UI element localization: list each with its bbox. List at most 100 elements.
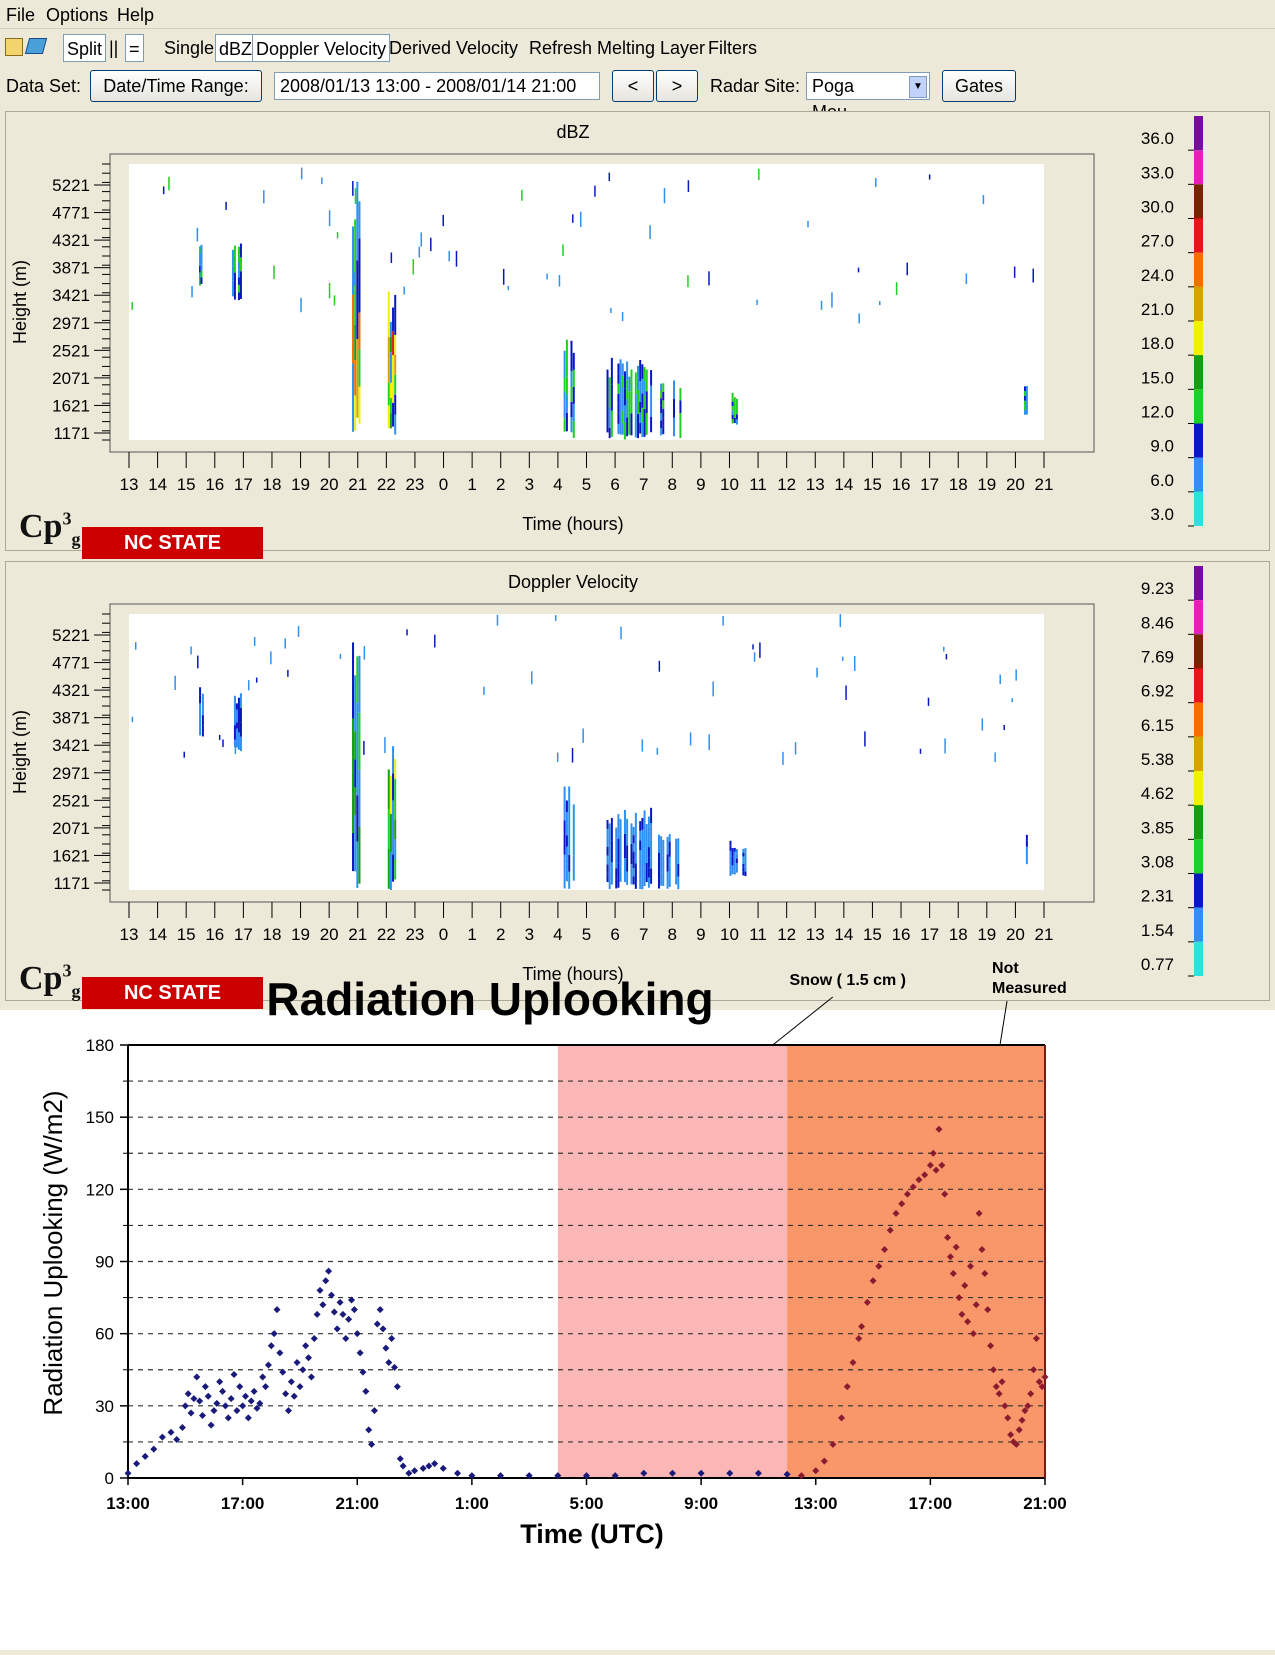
- radar-site-select[interactable]: Poga Mou... ▼: [806, 72, 930, 122]
- echo-speck: [162, 186, 165, 195]
- dbz-button[interactable]: dBZ: [215, 34, 257, 62]
- split-horizontal-button[interactable]: =: [125, 34, 144, 62]
- previous-button[interactable]: <: [612, 70, 654, 102]
- echo-cell: [568, 803, 571, 821]
- menu-help[interactable]: Help: [117, 5, 155, 25]
- echo-speck: [943, 646, 945, 652]
- x-tick-label: 20: [320, 475, 339, 494]
- echo-cell: [742, 860, 745, 865]
- echo-cell: [641, 853, 644, 866]
- open-icon[interactable]: [5, 38, 23, 56]
- data-point: [525, 1472, 533, 1480]
- echo-cell: [679, 400, 682, 413]
- echo-cell: [744, 848, 747, 853]
- data-point: [989, 1366, 997, 1374]
- chevron-down-icon[interactable]: ▼: [909, 76, 927, 98]
- echo-cell: [565, 339, 568, 358]
- x-tick-label: 11: [749, 475, 767, 494]
- echo-speck: [546, 273, 548, 280]
- echo-speck: [390, 252, 393, 263]
- data-point: [273, 1306, 281, 1314]
- echo-cell: [744, 852, 747, 858]
- data-point: [783, 1470, 791, 1478]
- echo-speck: [1011, 698, 1013, 703]
- echo-cell: [660, 427, 663, 436]
- echo-cell: [632, 868, 635, 877]
- data-point: [342, 1334, 350, 1342]
- echo-cell: [626, 871, 629, 885]
- echo-speck: [222, 739, 224, 748]
- echo-cell: [352, 294, 355, 364]
- echo-cell: [617, 863, 620, 888]
- x-tick-label: 18: [949, 475, 968, 494]
- data-point: [236, 1383, 244, 1391]
- menu-options[interactable]: Options: [46, 5, 109, 25]
- doppler-velocity-button[interactable]: Doppler Velocity: [252, 34, 391, 62]
- echo-cell: [606, 864, 609, 874]
- date-range-field[interactable]: 2008/01/13 13:00 - 2008/01/14 21:00: [274, 72, 600, 100]
- melting-layer-button[interactable]: Melting Layer: [597, 38, 706, 58]
- echo-cell: [565, 812, 568, 824]
- echo-speck: [234, 740, 237, 755]
- menu-file[interactable]: File: [6, 5, 36, 25]
- echo-cell: [1025, 834, 1028, 841]
- echo-cell: [668, 864, 671, 872]
- echo-speck: [982, 195, 985, 205]
- x-tick-label: 14: [834, 925, 853, 944]
- data-point: [184, 1390, 192, 1398]
- echo-cell: [731, 410, 734, 415]
- echo-cell: [641, 378, 644, 394]
- data-point: [949, 1270, 957, 1278]
- colorbar-segment: [1194, 423, 1203, 458]
- save-icon[interactable]: [24, 38, 48, 54]
- echo-cell: [668, 856, 671, 865]
- x-tick-label: 10: [720, 925, 739, 944]
- single-button[interactable]: Single: [164, 38, 215, 58]
- colorbar-segment: [1194, 566, 1203, 601]
- radiation-uplooking-chart: 0 30 60 90 120 150 180 13:00 17:00 21:00 1:00 5:00 9…: [38, 960, 1067, 1549]
- split-button[interactable]: Split: [63, 34, 107, 62]
- x-tick-label: 8: [668, 475, 677, 494]
- echo-cell: [668, 871, 671, 880]
- refresh-button[interactable]: Refresh: [529, 38, 593, 58]
- data-point: [350, 1306, 358, 1314]
- data-point: [250, 1387, 258, 1395]
- echo-cell: [354, 675, 357, 704]
- echo-speck: [608, 172, 611, 181]
- echo-cell: [358, 769, 361, 827]
- data-point: [497, 1472, 505, 1480]
- gates-button[interactable]: Gates: [942, 70, 1016, 102]
- echo-cell: [679, 387, 682, 401]
- echo-speck: [406, 629, 408, 636]
- filters-button[interactable]: Filters: [708, 38, 757, 58]
- colorbar-label: 6.92: [1141, 682, 1174, 701]
- echo-cell: [199, 272, 202, 280]
- date-range-button[interactable]: Date/Time Range:: [90, 70, 262, 102]
- echo-speck: [919, 748, 922, 754]
- next-button[interactable]: >: [656, 70, 698, 102]
- derived-velocity-button[interactable]: Derived Velocity: [389, 38, 519, 58]
- echo-cell: [617, 423, 620, 434]
- data-point: [964, 1318, 972, 1326]
- x-tick-label: 7: [639, 925, 648, 944]
- split-vertical-button[interactable]: ||: [109, 38, 119, 58]
- echo-cell: [201, 693, 204, 705]
- data-point: [293, 1359, 301, 1367]
- echo-cell: [237, 715, 240, 733]
- echo-cell: [733, 412, 736, 418]
- echo-speck: [752, 644, 754, 650]
- echo-cell: [389, 382, 392, 398]
- data-point: [405, 1469, 413, 1477]
- x-tick-label: 21:00: [1023, 1494, 1066, 1513]
- echo-cell: [354, 254, 357, 290]
- echo-cell: [239, 707, 242, 723]
- echo-cell: [200, 270, 203, 278]
- colorbar-label: 12.0: [1141, 403, 1174, 422]
- x-tick-label: 21: [1035, 475, 1054, 494]
- echo-speck: [300, 167, 303, 180]
- echo-speck: [297, 626, 300, 637]
- echo-speck: [620, 626, 622, 640]
- data-point: [276, 1349, 284, 1357]
- x-tick-label: 13: [120, 925, 139, 944]
- echo-cell: [387, 314, 390, 337]
